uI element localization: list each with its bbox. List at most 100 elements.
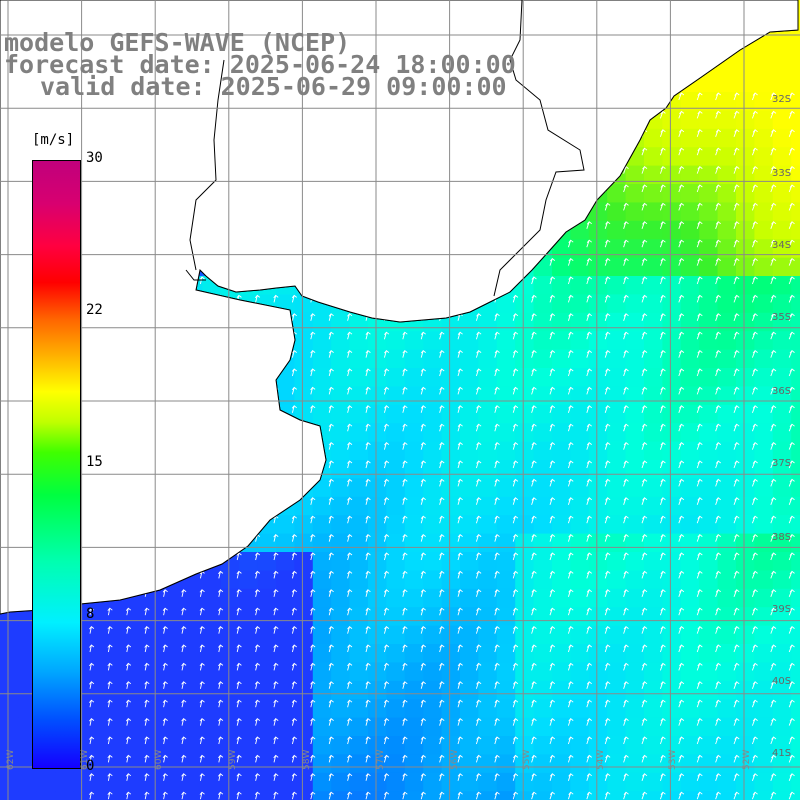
wind-arrow	[715, 754, 721, 763]
wind-arrow	[641, 147, 648, 156]
wind-arrow	[254, 699, 261, 708]
wind-arrow	[365, 386, 371, 395]
wind-cell	[570, 588, 590, 608]
wind-cell	[386, 441, 406, 461]
wind-arrow	[623, 368, 629, 377]
wind-cell	[607, 699, 627, 719]
wind-arrow	[181, 754, 187, 763]
wind-cell	[588, 717, 608, 737]
wind-arrow	[696, 754, 703, 763]
wind-arrow	[347, 736, 353, 745]
wind-arrow	[310, 607, 316, 616]
lat-label: 35S	[772, 312, 792, 323]
wind-cell	[257, 754, 277, 774]
wind-cell	[791, 92, 800, 111]
wind-arrow	[770, 221, 777, 229]
wind-arrow	[567, 349, 574, 358]
wind-arrow	[770, 644, 777, 653]
wind-arrow	[162, 754, 168, 763]
wind-arrow	[641, 386, 648, 395]
wind-arrow	[696, 681, 703, 689]
wind-arrow	[751, 349, 758, 358]
wind-arrow	[347, 478, 353, 487]
wind-arrow	[365, 662, 371, 671]
wind-arrow	[678, 294, 685, 303]
wind-cell	[791, 625, 800, 645]
wind-cell	[515, 552, 535, 571]
wind-arrow	[641, 589, 648, 597]
wind-cell	[570, 607, 590, 627]
wind-arrow	[678, 791, 685, 800]
wind-cell	[552, 441, 571, 461]
wind-cell	[368, 680, 387, 700]
wind-arrow	[512, 681, 519, 689]
wind-cell	[0, 772, 19, 792]
wind-arrow	[641, 607, 648, 616]
wind-cell	[588, 441, 608, 461]
wind-arrow	[475, 460, 482, 469]
wind-cell	[680, 699, 700, 719]
wind-arrow	[659, 589, 666, 597]
wind-arrow	[641, 533, 648, 542]
wind-cell	[515, 312, 535, 332]
wind-arrow	[439, 791, 445, 800]
wind-cell	[533, 644, 553, 663]
wind-arrow	[439, 515, 445, 524]
wind-cell	[184, 644, 203, 663]
wind-cell	[423, 680, 443, 700]
wind-cell	[239, 552, 259, 571]
wind-arrow	[494, 681, 500, 689]
legend-unit: [m/s]	[32, 132, 75, 148]
wind-cell	[717, 423, 737, 443]
wind-cell	[699, 368, 719, 387]
wind-cell	[791, 184, 800, 203]
wind-arrow	[125, 699, 132, 708]
wind-cell	[441, 331, 461, 351]
wind-cell	[680, 607, 700, 627]
wind-cell	[404, 423, 424, 443]
wind-cell	[699, 312, 719, 332]
wind-cell	[110, 699, 130, 719]
wind-arrow	[494, 552, 500, 561]
wind-arrow	[439, 441, 445, 450]
wind-cell	[294, 607, 314, 627]
wind-arrow	[439, 478, 445, 487]
wind-arrow	[641, 239, 648, 248]
wind-cell	[699, 772, 719, 792]
wind-cell	[386, 699, 406, 719]
wind-cell	[552, 699, 571, 719]
wind-cell	[294, 331, 314, 351]
wind-arrow	[475, 423, 482, 432]
wind-cell	[644, 276, 663, 295]
wind-cell	[736, 791, 755, 800]
wind-cell	[772, 625, 792, 645]
wind-cell	[736, 515, 755, 535]
wind-cell	[349, 460, 369, 479]
wind-cell	[717, 717, 737, 737]
wind-cell	[754, 423, 774, 443]
wind-arrow	[678, 349, 685, 358]
wind-cell	[717, 736, 737, 755]
wind-cell	[368, 791, 387, 800]
wind-cell	[165, 644, 185, 663]
wind-cell	[717, 257, 737, 277]
wind-cell	[772, 349, 792, 369]
wind-cell	[736, 349, 755, 369]
wind-arrow	[604, 681, 611, 689]
wind-arrow	[696, 736, 703, 745]
wind-cell	[588, 570, 608, 590]
wind-arrow	[715, 589, 721, 597]
wind-cell	[717, 239, 737, 259]
wind-cell	[460, 460, 479, 479]
wind-arrow	[567, 441, 574, 450]
wind-arrow	[586, 349, 592, 358]
wind-cell	[588, 515, 608, 535]
wind-arrow	[236, 662, 242, 671]
wind-cell	[478, 349, 498, 369]
lat-label: 34S	[772, 240, 792, 251]
wind-arrow	[586, 331, 592, 340]
wind-cell	[147, 644, 167, 663]
wind-arrow	[273, 589, 279, 597]
wind-arrow	[678, 717, 685, 726]
wind-arrow	[475, 497, 482, 505]
